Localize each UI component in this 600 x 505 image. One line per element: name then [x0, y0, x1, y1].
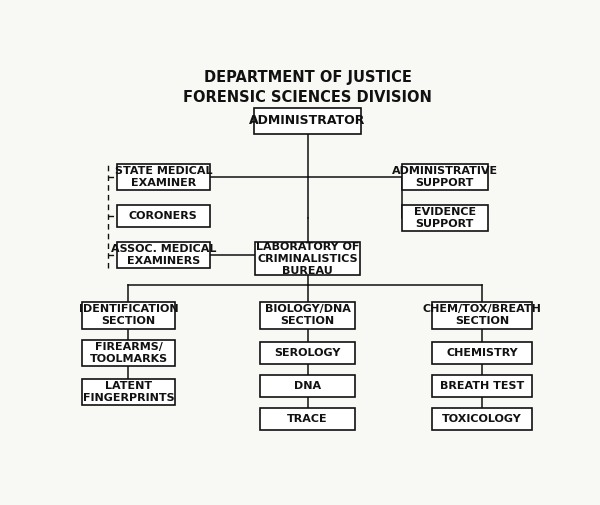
Text: STATE MEDICAL
EXAMINER: STATE MEDICAL EXAMINER — [115, 166, 212, 188]
Text: DEPARTMENT OF JUSTICE
FORENSIC SCIENCES DIVISION: DEPARTMENT OF JUSTICE FORENSIC SCIENCES … — [183, 70, 432, 105]
Text: DNA: DNA — [294, 381, 321, 391]
FancyBboxPatch shape — [432, 375, 532, 397]
FancyBboxPatch shape — [117, 205, 210, 227]
Text: BREATH TEST: BREATH TEST — [440, 381, 524, 391]
FancyBboxPatch shape — [82, 302, 175, 329]
Text: ADMINISTRATIVE
SUPPORT: ADMINISTRATIVE SUPPORT — [392, 166, 498, 188]
Text: ADMINISTRATOR: ADMINISTRATOR — [250, 114, 365, 127]
Text: LABORATORY OF
CRIMINALISTICS
BUREAU: LABORATORY OF CRIMINALISTICS BUREAU — [256, 241, 359, 276]
Text: TOXICOLOGY: TOXICOLOGY — [442, 414, 522, 424]
FancyBboxPatch shape — [432, 408, 532, 430]
Text: ASSOC. MEDICAL
EXAMINERS: ASSOC. MEDICAL EXAMINERS — [110, 244, 216, 266]
FancyBboxPatch shape — [117, 164, 210, 190]
FancyBboxPatch shape — [401, 164, 488, 190]
FancyBboxPatch shape — [260, 342, 355, 364]
FancyBboxPatch shape — [117, 242, 210, 268]
Text: EVIDENCE
SUPPORT: EVIDENCE SUPPORT — [413, 207, 476, 229]
FancyBboxPatch shape — [432, 302, 532, 329]
FancyBboxPatch shape — [255, 242, 360, 275]
Text: IDENTIFICATION
SECTION: IDENTIFICATION SECTION — [79, 304, 178, 327]
FancyBboxPatch shape — [82, 340, 175, 366]
Text: CHEM/TOX/BREATH
SECTION: CHEM/TOX/BREATH SECTION — [422, 304, 541, 327]
Text: CHEMISTRY: CHEMISTRY — [446, 348, 518, 358]
Text: FIREARMS/
TOOLMARKS: FIREARMS/ TOOLMARKS — [89, 342, 167, 364]
FancyBboxPatch shape — [260, 408, 355, 430]
FancyBboxPatch shape — [260, 302, 355, 329]
FancyBboxPatch shape — [254, 108, 361, 134]
Text: BIOLOGY/DNA
SECTION: BIOLOGY/DNA SECTION — [265, 304, 350, 327]
FancyBboxPatch shape — [82, 379, 175, 405]
FancyBboxPatch shape — [432, 342, 532, 364]
FancyBboxPatch shape — [401, 205, 488, 231]
FancyBboxPatch shape — [260, 375, 355, 397]
Text: LATENT
FINGERPRINTS: LATENT FINGERPRINTS — [83, 381, 174, 403]
Text: SEROLOGY: SEROLOGY — [274, 348, 341, 358]
Text: TRACE: TRACE — [287, 414, 328, 424]
Text: CORONERS: CORONERS — [129, 211, 198, 221]
